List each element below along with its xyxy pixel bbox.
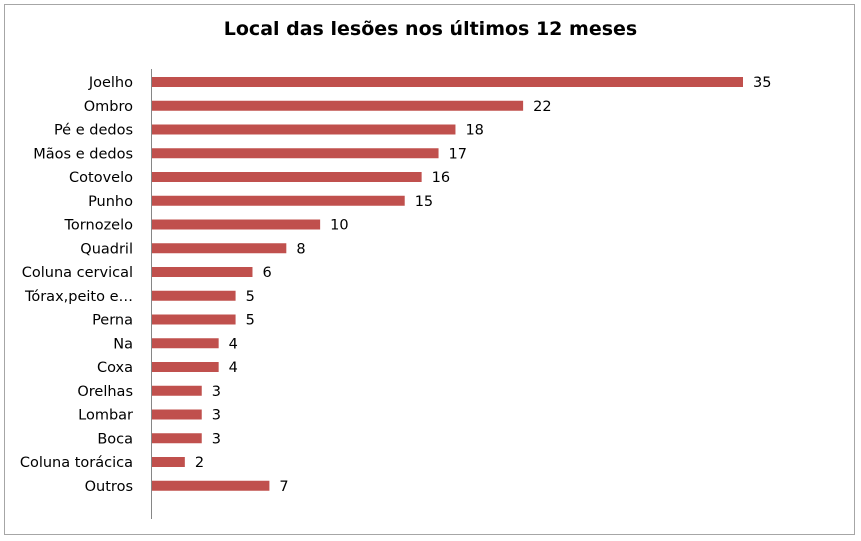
- data-label: 3: [212, 384, 221, 400]
- data-label: 4: [229, 360, 238, 376]
- bar: [152, 362, 219, 372]
- bar: [152, 433, 202, 444]
- data-label: 5: [246, 313, 255, 329]
- chart-frame: [4, 4, 855, 535]
- data-label: 4: [229, 336, 238, 352]
- category-label: Pé e dedos: [54, 123, 133, 139]
- bar: [152, 267, 253, 277]
- category-label: Lombar: [78, 408, 133, 424]
- data-label: 3: [212, 431, 221, 447]
- category-label: Punho: [88, 194, 133, 210]
- bar: [152, 243, 287, 254]
- bar: [152, 480, 270, 491]
- category-label: Quadril: [80, 241, 133, 257]
- bar: [152, 148, 439, 159]
- category-label: Boca: [97, 431, 133, 447]
- data-label: 35: [753, 75, 771, 91]
- category-label: Perna: [92, 313, 133, 329]
- data-label: 22: [533, 99, 551, 115]
- bar: [152, 385, 202, 396]
- data-label: 5: [246, 289, 255, 305]
- bar: [152, 77, 743, 87]
- data-label: 17: [449, 146, 467, 162]
- category-label: Coluna torácica: [20, 455, 133, 471]
- chart-title: Local das lesões nos últimos 12 meses: [223, 18, 638, 40]
- bar: [152, 409, 202, 420]
- data-label: 3: [212, 408, 221, 424]
- bar: [152, 314, 236, 325]
- category-label: Tórax,peito e…: [24, 289, 133, 305]
- bar: [152, 457, 185, 467]
- data-label: 6: [262, 265, 271, 281]
- data-label: 2: [195, 455, 204, 471]
- category-label: Ombro: [84, 99, 133, 115]
- data-label: 18: [465, 123, 483, 139]
- category-label: Coxa: [97, 360, 133, 376]
- category-label: Orelhas: [77, 384, 133, 400]
- category-label: Mãos e dedos: [33, 146, 133, 162]
- category-label: Cotovelo: [69, 170, 133, 186]
- category-label: Na: [113, 336, 133, 352]
- data-label: 8: [296, 241, 305, 257]
- bar: [152, 195, 405, 206]
- bar: [152, 124, 456, 135]
- bar: [152, 338, 219, 349]
- category-label: Outros: [85, 479, 133, 495]
- category-label: Coluna cervical: [22, 265, 133, 281]
- bar: [152, 219, 321, 230]
- data-label: 10: [330, 218, 348, 234]
- bar: [152, 100, 524, 111]
- bar: [152, 290, 236, 301]
- category-label: Joelho: [88, 75, 133, 91]
- data-label: 15: [415, 194, 433, 210]
- data-label: 16: [432, 170, 450, 186]
- data-label: 7: [279, 479, 288, 495]
- bar: [152, 172, 422, 182]
- category-label: Tornozelo: [64, 218, 134, 234]
